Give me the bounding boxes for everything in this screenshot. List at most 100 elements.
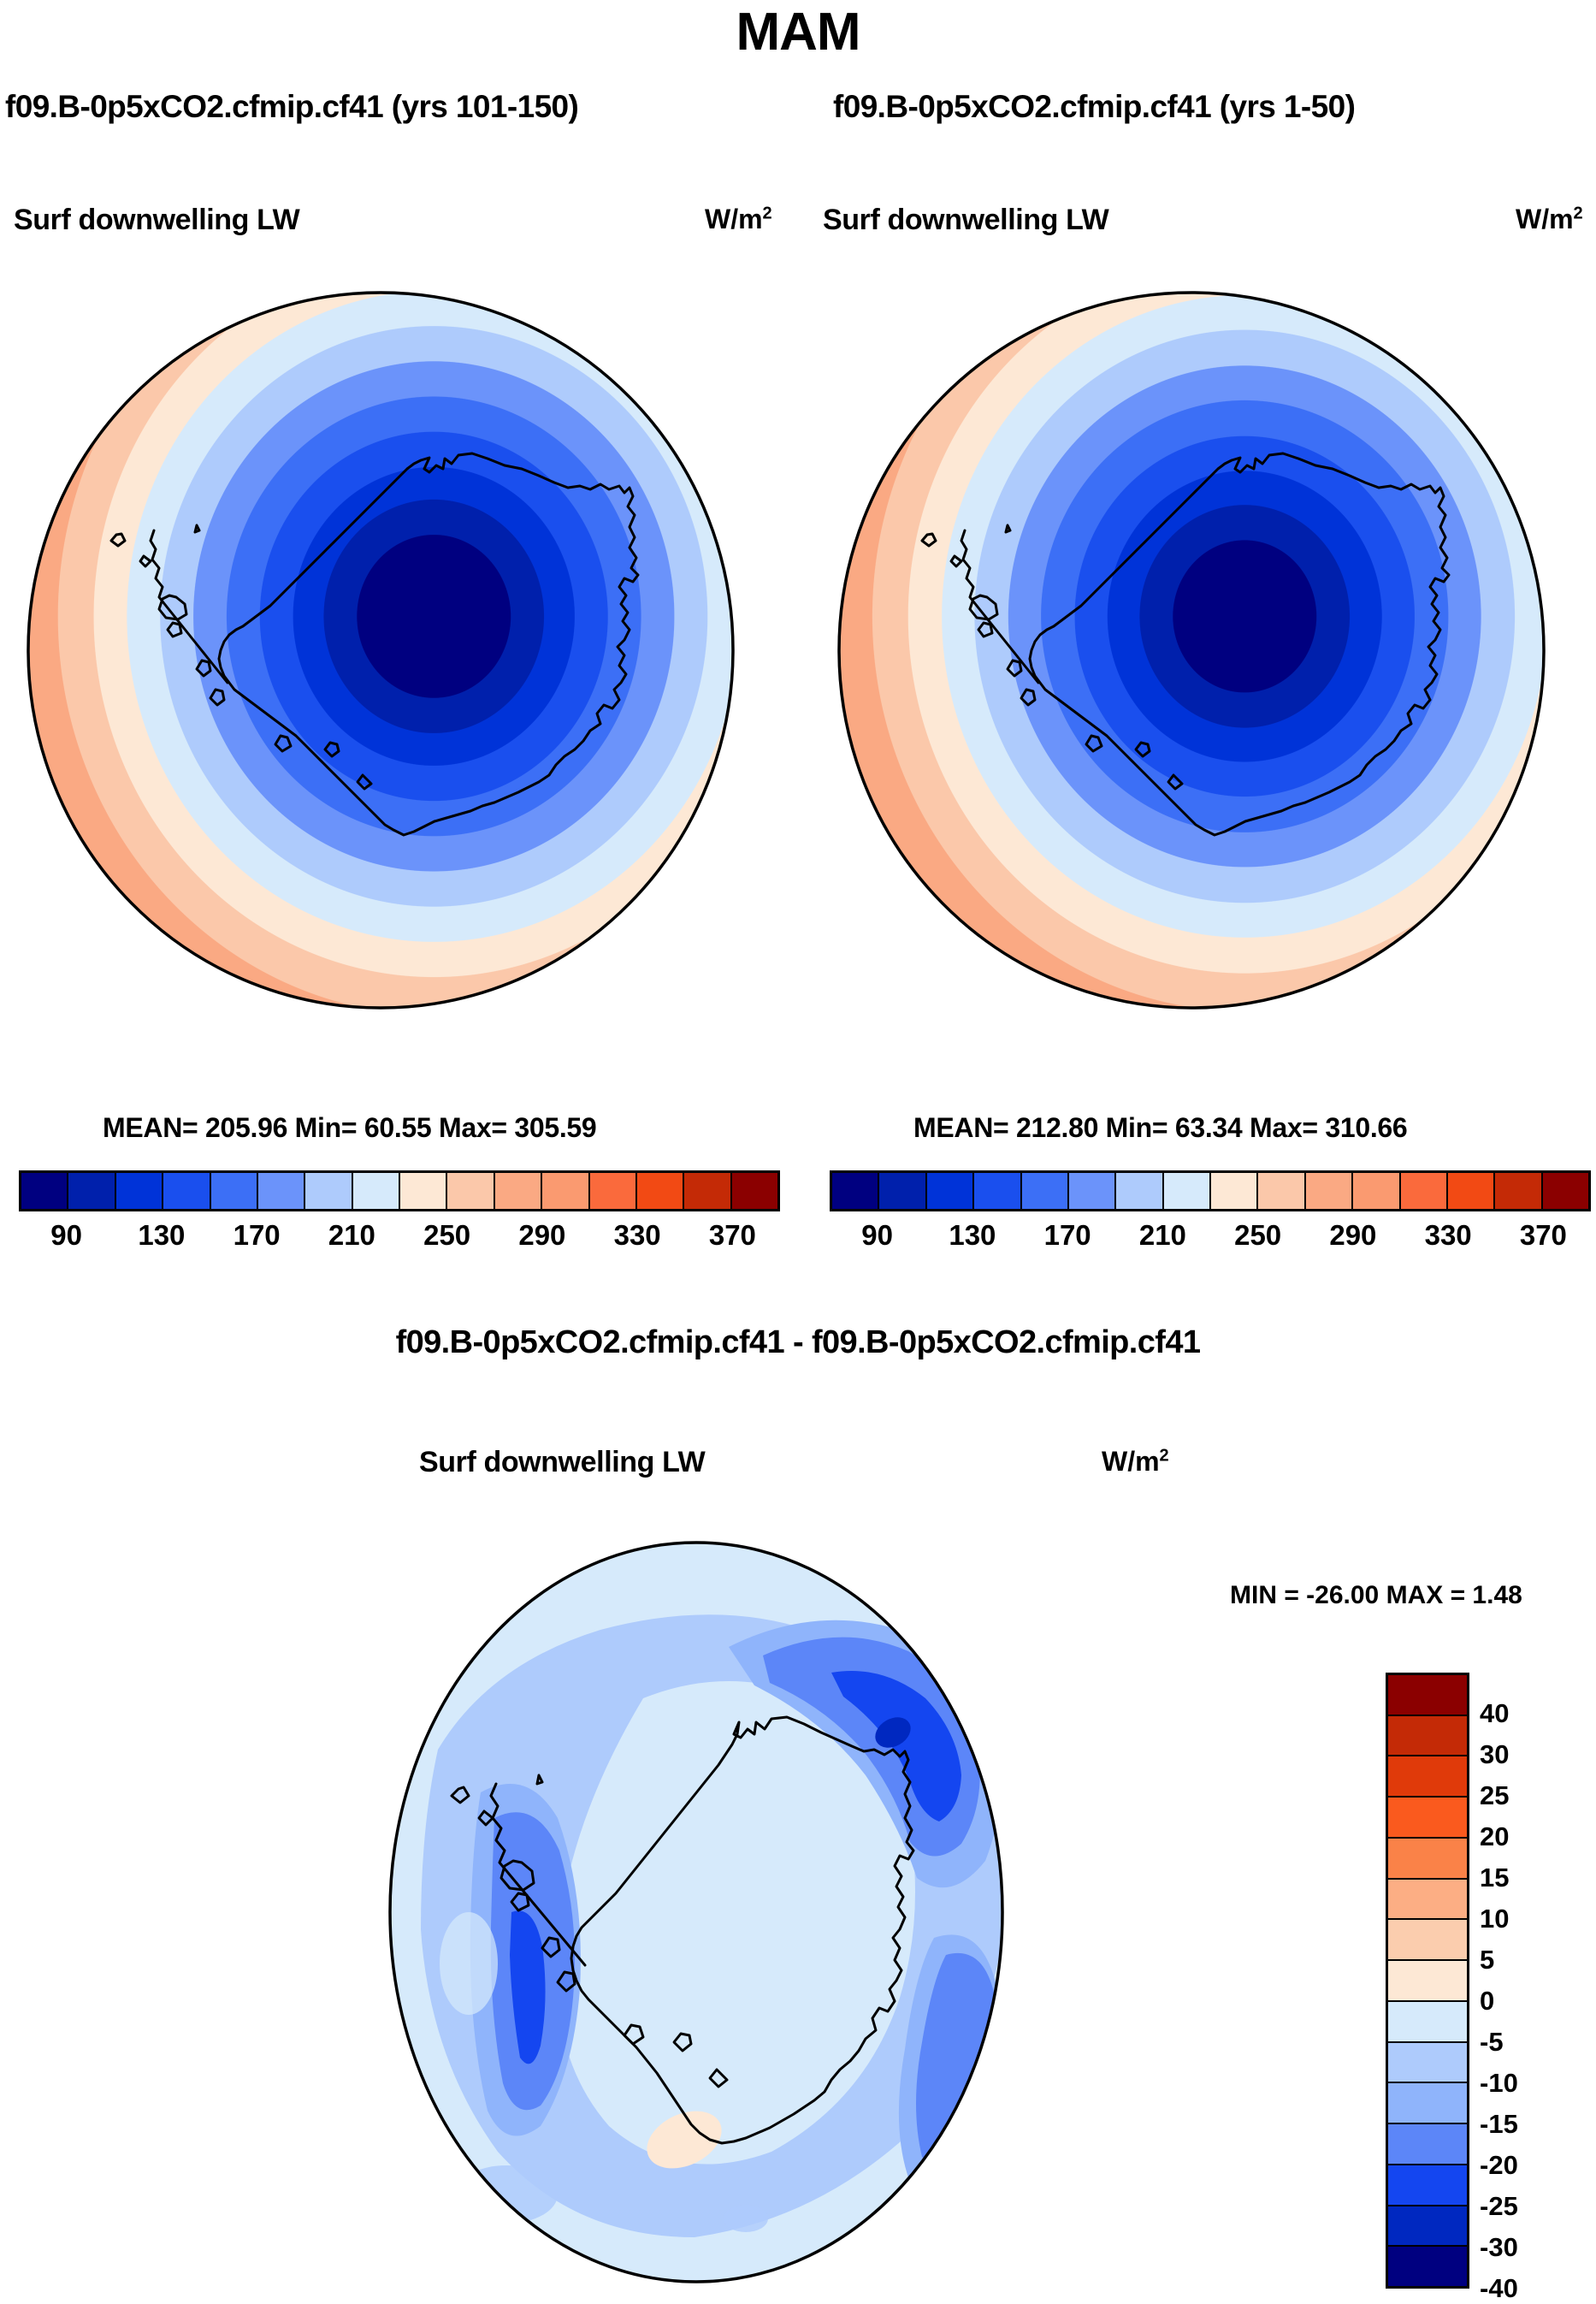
map-boundary-circle-diff [388, 1541, 1004, 2283]
continent-interior-fill [556, 1681, 915, 2165]
colorbar-cell [21, 1173, 69, 1209]
unit-label-diff: W/m2 [1102, 1446, 1169, 1478]
colorbar-cell [68, 1173, 116, 1209]
colorbar-tick-label: 330 [1424, 1219, 1472, 1251]
colorbar-tick-label: 290 [518, 1219, 566, 1251]
unit-label-right: W/m2 [1516, 204, 1583, 235]
colorbar-cell [163, 1173, 211, 1209]
warm-anomaly-patch [647, 2111, 722, 2169]
colorbar-cell [494, 1173, 543, 1209]
colorbar-tick-label: 370 [708, 1219, 756, 1251]
colorbar-cell [1400, 1173, 1448, 1209]
unit-text-diff: W/m [1102, 1446, 1160, 1477]
unit-exponent-right: 2 [1573, 204, 1583, 223]
diff-panel-title: f09.B-0p5xCO2.cfmip.cf41 - f09.B-0p5xCO2… [395, 1324, 1201, 1360]
colorbar-cell [1388, 2206, 1467, 2248]
antarctica-coastline-left [109, 452, 640, 837]
colorbar-tick-label: -20 [1480, 2150, 1518, 2180]
colorbar-cell [1388, 1715, 1467, 1757]
stats-left: MEAN= 205.96 Min= 60.55 Max= 305.59 [103, 1112, 597, 1143]
colorbar-tick-label: 90 [50, 1219, 82, 1251]
colorbar-tick-label: 370 [1519, 1219, 1567, 1251]
unit-text-right: W/m [1516, 204, 1574, 234]
colorbar-tick-label: 170 [233, 1219, 281, 1251]
colorbar-cell [1388, 1920, 1467, 1962]
colorbar-cell [1542, 1173, 1588, 1209]
colorbar-cell [1388, 1879, 1467, 1921]
patch-sw [455, 2165, 558, 2224]
colorbar-tick-label: 25 [1480, 1780, 1510, 1810]
colorbar-tick-label: -30 [1480, 2232, 1518, 2262]
colorbar-tick-label: -15 [1480, 2109, 1518, 2139]
colorbar-cell [1447, 1173, 1496, 1209]
stats-right: MEAN= 212.80 Min= 63.34 Max= 310.66 [913, 1112, 1408, 1143]
panel-title-right: f09.B-0p5xCO2.cfmip.cf41 (yrs 1-50) [833, 89, 1356, 124]
antarctica-coastline-right [920, 452, 1451, 837]
colorbar-cell [1388, 1961, 1467, 2002]
colorbar-tick-label: 15 [1480, 1863, 1510, 1892]
colorbar-tick-label: -10 [1480, 2068, 1518, 2098]
colorbar-tick-label: -25 [1480, 2191, 1518, 2221]
map-boundary-circle-right [837, 291, 1546, 1010]
colorbar-cell [636, 1173, 685, 1209]
colorbar-cell [210, 1173, 258, 1209]
colorbar-cell [1388, 2247, 1467, 2287]
colorbar-tick-label: 250 [423, 1219, 471, 1251]
contour-fill-left [28, 293, 733, 1008]
colorbar-cell [1211, 1173, 1259, 1209]
colorbar-cell [684, 1173, 732, 1209]
colorbar-cell [1388, 1756, 1467, 1798]
colorbar-cell [1388, 2042, 1467, 2084]
colorbar-cell [1068, 1173, 1117, 1209]
colorbar-tick-label: 250 [1234, 1219, 1282, 1251]
colorbar-cell [1388, 1838, 1467, 1880]
colorbar-cell [1388, 2165, 1467, 2206]
colorbar-tick-label: 30 [1480, 1739, 1510, 1769]
colorbar-cell [926, 1173, 975, 1209]
colorbar-cell [1388, 2001, 1467, 2043]
colorbar-diff [1386, 1673, 1469, 2289]
colorbar-cell [1388, 1675, 1467, 1716]
colorbar-cell [1388, 2124, 1467, 2165]
colorbar-tick-label: 10 [1480, 1904, 1510, 1934]
colorbar-cell [1305, 1173, 1354, 1209]
colorbar-tick-label: 290 [1329, 1219, 1377, 1251]
colorbar-tick-label: 20 [1480, 1821, 1510, 1851]
antarctica-coastline-diff [450, 1715, 915, 2145]
colorbar-cell [542, 1173, 590, 1209]
colorbar-diff-ticks: 40 30 25 20 15 10 5 0 -5 -10 -15 -20 -25 -30 -40 [1480, 1673, 1582, 2303]
colorbar-left [19, 1170, 780, 1211]
minmax-label-diff: MIN = -26.00 MAX = 1.48 [1230, 1581, 1522, 1609]
colorbar-cell [1388, 2083, 1467, 2125]
colorbar-cell [1116, 1173, 1164, 1209]
colorbar-tick-label: 5 [1480, 1945, 1495, 1975]
colorbar-tick-label: 170 [1043, 1219, 1091, 1251]
colorbar-tick-label: 0 [1480, 1986, 1495, 2016]
colorbar-cell [1388, 1798, 1467, 1839]
colorbar-tick-label: 40 [1480, 1698, 1510, 1728]
colorbar-tick-label: -40 [1480, 2273, 1518, 2303]
colorbar-cell [1021, 1173, 1069, 1209]
colorbar-tick-label: 210 [328, 1219, 375, 1251]
colorbar-ticks-left: 90 130 170 210 250 290 330 370 [19, 1219, 780, 1252]
colorbar-cell [115, 1173, 164, 1209]
field-label-diff: Surf downwelling LW [419, 1446, 706, 1478]
contour-fill-right [839, 293, 1544, 1008]
colorbar-cell [1258, 1173, 1306, 1209]
colorbar-cell [879, 1173, 927, 1209]
colorbar-tick-label: 130 [138, 1219, 186, 1251]
patch-s [724, 2205, 768, 2232]
colorbar-cell [400, 1173, 448, 1209]
colorbar-cell [1495, 1173, 1543, 1209]
colorbar-tick-label: 90 [861, 1219, 893, 1251]
colorbar-cell [974, 1173, 1022, 1209]
colorbar-cell [731, 1173, 777, 1209]
colorbar-cell [257, 1173, 306, 1209]
colorbar-tick-label: 330 [613, 1219, 661, 1251]
contour-fill-diff [390, 1543, 1002, 2282]
colorbar-cell [305, 1173, 353, 1209]
unit-exponent-left: 2 [762, 204, 772, 223]
unit-text-left: W/m [705, 204, 763, 234]
page-title: MAM [736, 3, 860, 62]
colorbar-tick-label: 130 [949, 1219, 996, 1251]
